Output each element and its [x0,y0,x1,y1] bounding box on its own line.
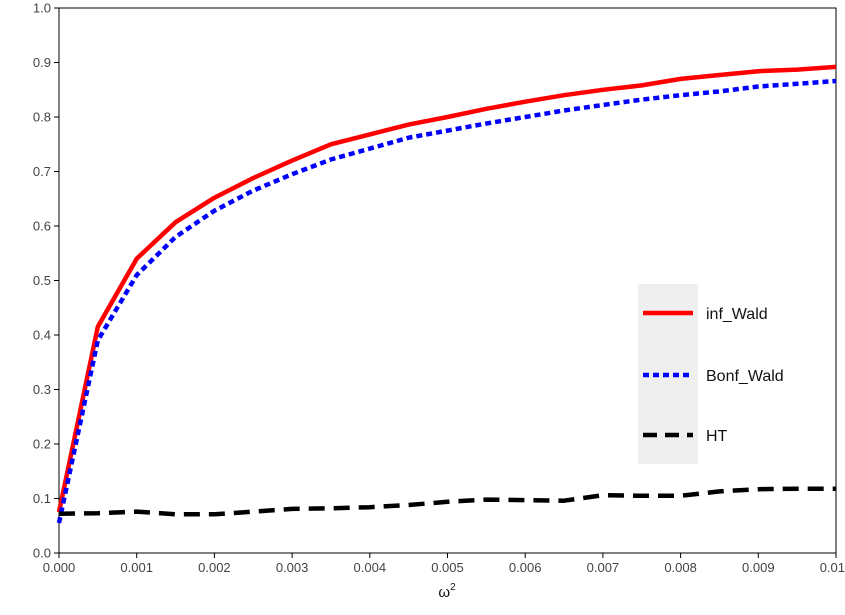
x-axis-title: ω2 [438,582,456,601]
y-tick-label: 0.2 [33,437,51,452]
legend-label: Bonf_Wald [706,368,784,385]
y-tick-label: 0.3 [33,382,51,397]
series-layer [56,64,837,524]
x-tick-label: 0.01 [820,560,845,575]
plot-area [58,7,837,554]
x-tick-label: 0.009 [742,560,775,575]
x-tick-label: 0.001 [120,560,153,575]
y-axis: 0.0 0.1 0.2 0.3 0.4 0.5 0.6 0.7 0.8 0.9 1.0 [33,1,59,561]
legend: inf_Wald Bonf_Wald HT [638,284,784,464]
y-tick-label: 0.5 [33,273,51,288]
y-tick-label: 0.6 [33,219,51,234]
x-tick-label: 0.005 [431,560,464,575]
x-tick-label: 0.007 [587,560,620,575]
y-tick-label: 0.1 [33,491,51,506]
x-axis: 0.000 0.001 0.002 0.003 0.004 0.005 0.006 0.007… [43,553,845,575]
x-tick-label: 0.004 [354,560,387,575]
legend-label: inf_Wald [706,306,768,323]
x-tick-label: 0.002 [198,560,231,575]
y-tick-label: 0.4 [33,328,51,343]
y-tick-label: 0.9 [33,55,51,70]
x-tick-label: 0.008 [664,560,697,575]
y-tick-label: 0.7 [33,164,51,179]
legend-label: HT [706,428,728,445]
series-line-ht [58,486,836,517]
x-tick-label: 0.003 [276,560,309,575]
series-line-bonf-wald [56,78,837,524]
x-tick-label: 0.000 [43,560,76,575]
y-tick-label: 0.8 [33,110,51,125]
series-line-inf-wald [56,64,837,513]
x-tick-label: 0.006 [509,560,542,575]
y-tick-label: 1.0 [33,1,51,16]
y-tick-label: 0.0 [33,546,51,561]
